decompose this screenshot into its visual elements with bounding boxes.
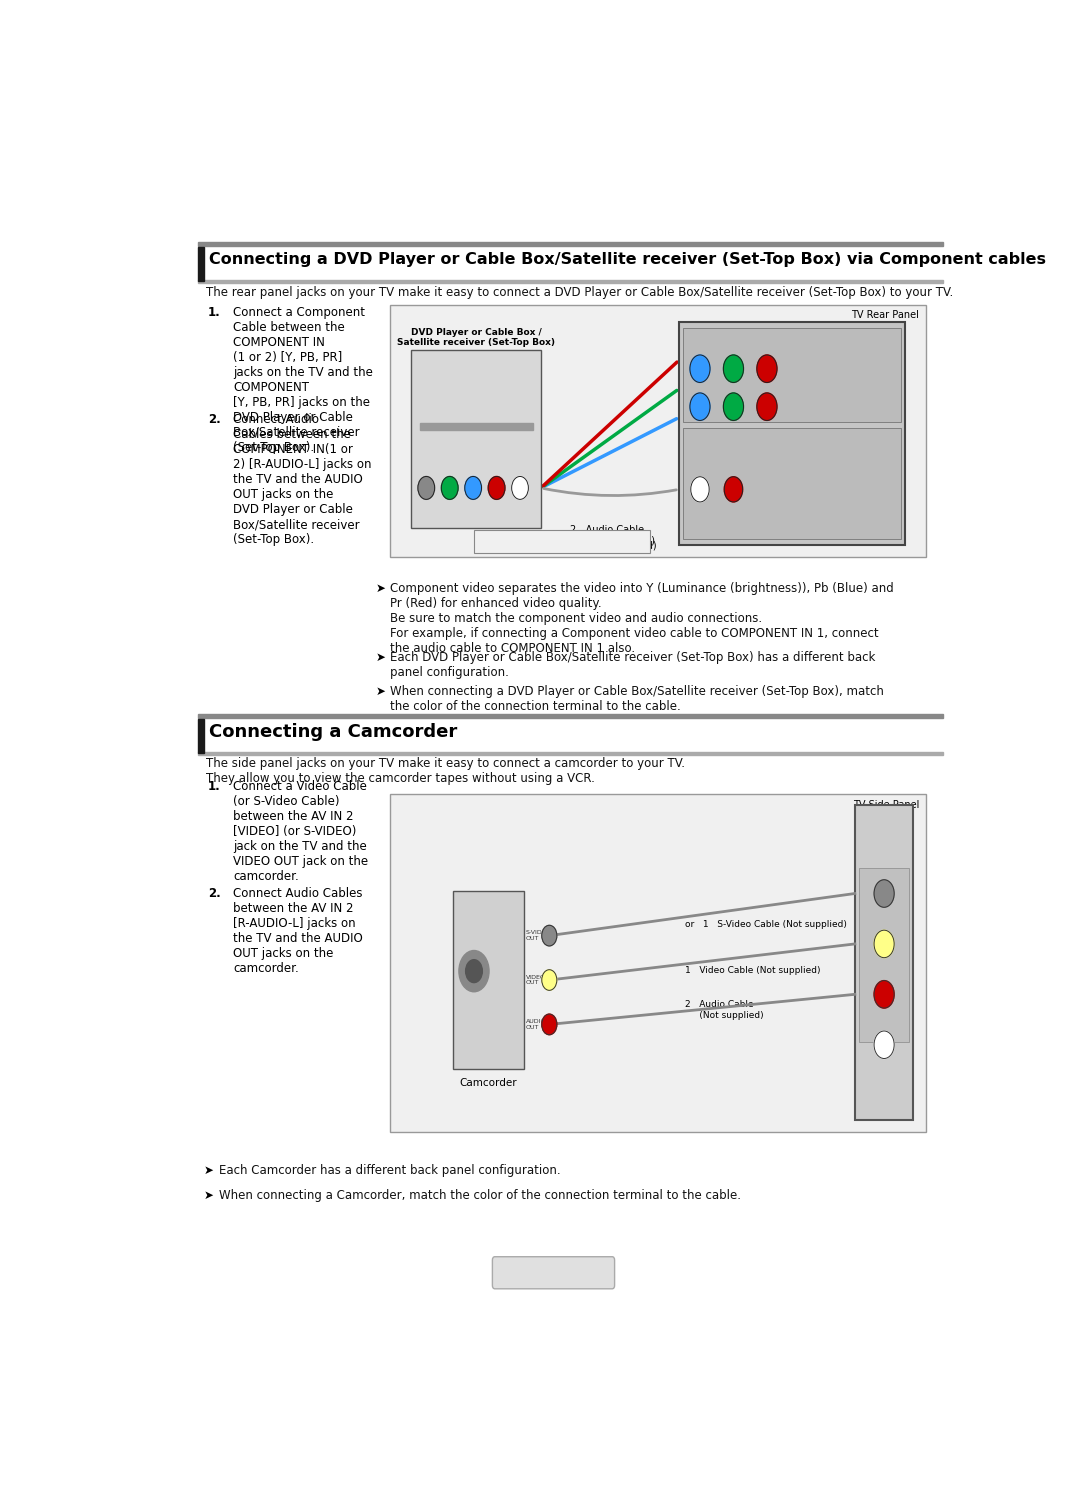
Circle shape: [542, 970, 557, 991]
Circle shape: [488, 476, 505, 500]
Bar: [454, 891, 524, 1068]
Text: When connecting a Camcorder, match the color of the connection terminal to the c: When connecting a Camcorder, match the c…: [218, 1189, 741, 1202]
Circle shape: [874, 1031, 894, 1058]
Circle shape: [542, 1015, 557, 1034]
Circle shape: [874, 879, 894, 908]
Text: 2   Audio Cable
     (Not supplied): 2 Audio Cable (Not supplied): [686, 1000, 764, 1019]
Text: Connect a Component
Cable between the
COMPONENT IN
(1 or 2) [Y, PB, PR]
jacks on: Connect a Component Cable between the CO…: [233, 305, 373, 454]
Circle shape: [542, 926, 557, 946]
Circle shape: [512, 476, 528, 500]
Text: 2.: 2.: [207, 414, 220, 427]
Bar: [198, 241, 943, 246]
Circle shape: [465, 960, 483, 982]
Text: Connect Audio Cables
between the AV IN 2
[R-AUDIO-L] jacks on
the TV and the AUD: Connect Audio Cables between the AV IN 2…: [233, 887, 363, 975]
Bar: [855, 805, 914, 1120]
Text: TV Side Panel: TV Side Panel: [853, 799, 919, 809]
Text: VIDEO
OUT: VIDEO OUT: [526, 975, 545, 985]
Bar: [390, 305, 926, 557]
Text: Component video separates the video into Y (Luminance (brightness)), Pb (Blue) a: Component video separates the video into…: [390, 582, 894, 655]
Text: ➤: ➤: [375, 650, 386, 664]
Text: AV IN 2: AV IN 2: [873, 857, 895, 862]
Text: TV Rear Panel: TV Rear Panel: [851, 311, 919, 320]
Text: 2.: 2.: [207, 887, 220, 900]
Bar: [198, 280, 943, 283]
Text: 1    Component Cable (Not supplied): 1 Component Cable (Not supplied): [478, 542, 657, 551]
Bar: [390, 793, 926, 1132]
Text: ➤: ➤: [204, 1189, 214, 1202]
Text: 2   Audio Cable
     (Not supplied): 2 Audio Cable (Not supplied): [570, 525, 656, 546]
Bar: [679, 321, 905, 545]
Text: Connecting a Camcorder: Connecting a Camcorder: [210, 723, 458, 741]
Circle shape: [724, 393, 743, 421]
Text: Connect a Video Cable
(or S-Video Cable)
between the AV IN 2
[VIDEO] (or S-VIDEO: Connect a Video Cable (or S-Video Cable)…: [233, 780, 368, 882]
FancyBboxPatch shape: [492, 1257, 615, 1289]
Circle shape: [757, 393, 777, 421]
Bar: [859, 869, 909, 1042]
Circle shape: [464, 476, 482, 500]
Bar: [474, 530, 650, 554]
Text: Camcorder: Camcorder: [460, 1077, 517, 1088]
Text: 1.: 1.: [207, 780, 220, 793]
Bar: [198, 751, 943, 754]
Bar: [420, 424, 532, 430]
Text: The rear panel jacks on your TV make it easy to connect a DVD Player or Cable Bo: The rear panel jacks on your TV make it …: [206, 286, 954, 299]
Bar: [684, 427, 901, 540]
Text: AUDIO
OUT: AUDIO OUT: [526, 1019, 546, 1030]
Circle shape: [690, 356, 710, 382]
Text: The side panel jacks on your TV make it easy to connect a camcorder to your TV.
: The side panel jacks on your TV make it …: [206, 757, 685, 786]
Circle shape: [691, 476, 710, 501]
Text: ➤: ➤: [375, 684, 386, 698]
Circle shape: [442, 476, 458, 500]
Text: English - 10: English - 10: [516, 1266, 591, 1280]
Text: or   1   S-Video Cable (Not supplied): or 1 S-Video Cable (Not supplied): [686, 920, 847, 929]
Text: DVD Player or Cable Box /
Satellite receiver (Set-Top Box): DVD Player or Cable Box / Satellite rece…: [397, 327, 555, 347]
Text: Connect Audio
Cables between the
COMPONENT IN(1 or
2) [R-AUDIO-L] jacks on
the T: Connect Audio Cables between the COMPONE…: [233, 414, 372, 546]
Bar: [684, 329, 901, 423]
Text: S-VIDEO
OUT: S-VIDEO OUT: [526, 930, 552, 940]
Text: ➤: ➤: [204, 1164, 214, 1177]
Bar: [198, 247, 204, 281]
Circle shape: [690, 393, 710, 421]
Bar: [198, 719, 204, 753]
Text: Connecting a DVD Player or Cable Box/Satellite receiver (Set-Top Box) via Compon: Connecting a DVD Player or Cable Box/Sat…: [210, 253, 1047, 268]
Text: 1   Video Cable (Not supplied): 1 Video Cable (Not supplied): [686, 966, 821, 976]
Circle shape: [418, 476, 434, 500]
Text: 1.: 1.: [207, 305, 220, 318]
Bar: [198, 714, 943, 719]
Text: When connecting a DVD Player or Cable Box/Satellite receiver (Set-Top Box), matc: When connecting a DVD Player or Cable Bo…: [390, 684, 885, 713]
Circle shape: [757, 356, 777, 382]
Text: ➤: ➤: [375, 582, 386, 595]
Bar: [411, 350, 541, 528]
Circle shape: [874, 981, 894, 1007]
Text: Each Camcorder has a different back panel configuration.: Each Camcorder has a different back pane…: [218, 1164, 561, 1177]
Text: Each DVD Player or Cable Box/Satellite receiver (Set-Top Box) has a different ba: Each DVD Player or Cable Box/Satellite r…: [390, 650, 876, 679]
Circle shape: [724, 356, 743, 382]
Circle shape: [725, 476, 743, 501]
Circle shape: [874, 930, 894, 958]
Circle shape: [459, 951, 489, 992]
